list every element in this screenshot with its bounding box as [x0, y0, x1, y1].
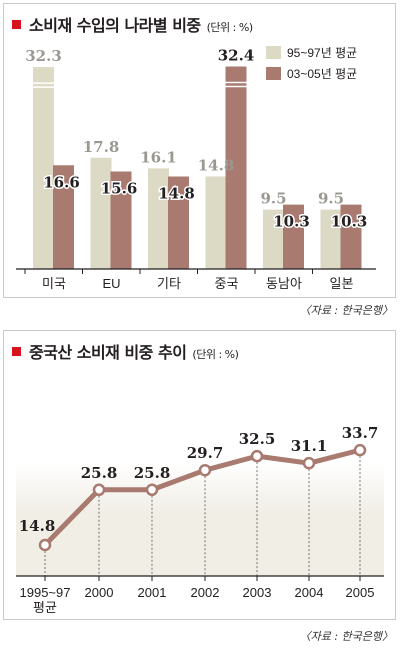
- category-label: 2004: [295, 585, 324, 600]
- category-label: 2001: [138, 585, 167, 600]
- bar-value-label: 10.3: [273, 213, 310, 231]
- data-point: [198, 463, 212, 477]
- bar-value-label: 17.8: [83, 138, 120, 156]
- legend-swatch-0: [266, 46, 281, 59]
- point-value-label: 25.8: [134, 464, 171, 482]
- category-label: EU: [102, 276, 120, 291]
- title-square-icon: [12, 20, 21, 29]
- bar-0-series-1: [53, 165, 74, 269]
- bar-4-series-0: [263, 209, 284, 269]
- legend-label-0: 95~97년 평균: [287, 46, 357, 60]
- bar-1-series-1: [110, 171, 132, 269]
- bar-value-label: 16.1: [140, 148, 177, 166]
- bar-chart-source: 〈자료 : 한국은행〉: [299, 304, 393, 317]
- point-value-label: 29.7: [187, 444, 224, 462]
- legend-swatch-1: [266, 67, 281, 80]
- category-label: 동남아: [266, 276, 302, 291]
- bar-2-series-0: [148, 168, 169, 269]
- point-value-label: 25.8: [81, 464, 118, 482]
- bar-5-series-1: [340, 204, 362, 269]
- category-label: 일본: [330, 276, 354, 291]
- bar-value-label: 14.8: [198, 157, 235, 175]
- point-value-label: 33.7: [342, 424, 379, 442]
- bar-value-label: 16.6: [43, 173, 80, 191]
- bar-1-series-0: [90, 157, 112, 269]
- category-label: 1995~97: [20, 585, 71, 600]
- category-label: 2003: [243, 585, 272, 600]
- point-value-label: 31.1: [291, 437, 328, 455]
- bar-value-label: 32.3: [25, 47, 62, 65]
- bar-chart-unit: (단위 : %): [206, 21, 253, 34]
- bar-value-label: 10.3: [331, 213, 368, 231]
- bar-chart-title-row: 소비재 수입의 나라별 비중 (단위 : %): [12, 12, 253, 36]
- bar-value-label: 15.6: [101, 180, 138, 198]
- category-label: 중국: [215, 276, 239, 291]
- line-chart-unit: (단위 : %): [192, 348, 239, 361]
- bar-chart-svg: 95~97년 평균 03~05년 평균 32.3 16.6 미국 17.8 15.6 EU 16…: [16, 45, 376, 291]
- plot-background: [16, 461, 384, 576]
- category-label: 평균: [33, 600, 57, 615]
- data-point: [250, 449, 264, 463]
- category-label: 2000: [85, 585, 114, 600]
- bar-2-series-1: [168, 176, 189, 269]
- data-point: [145, 483, 159, 497]
- bar-4-series-1: [283, 204, 304, 269]
- data-point: [302, 456, 316, 470]
- bar-value-label: 32.4: [218, 47, 255, 65]
- data-point: [38, 538, 52, 552]
- bar-0-series-0: [33, 67, 54, 269]
- category-label: 2002: [191, 585, 220, 600]
- bar-value-label: 14.8: [158, 185, 195, 203]
- category-label: 미국: [42, 276, 66, 291]
- bar-chart-panel: 소비재 수입의 나라별 비중 (단위 : %) 95~97년 평균 03~05년 평…: [3, 3, 396, 298]
- category-label: 기타: [157, 276, 181, 291]
- line-chart-panel: 중국산 소비재 비중 추이 (단위 : %) 14.8 25.8 25.8 29.7 32…: [3, 330, 396, 620]
- category-label: 2005: [346, 585, 375, 600]
- title-square-icon: [12, 347, 21, 356]
- data-point: [92, 483, 106, 497]
- data-point: [353, 443, 367, 457]
- line-chart-title: 중국산 소비재 비중 추이: [29, 343, 187, 362]
- bar-value-label: 9.5: [318, 190, 344, 208]
- bar-3-series-1: [225, 66, 247, 269]
- bar-5-series-0: [320, 209, 342, 269]
- legend-label-1: 03~05년 평균: [287, 67, 357, 81]
- bar-value-label: 9.5: [260, 190, 286, 208]
- line-chart-source: 〈자료 : 한국은행〉: [299, 630, 393, 643]
- point-value-label: 14.8: [19, 517, 56, 535]
- bar-3-series-0: [205, 176, 227, 269]
- bar-chart-title: 소비재 수입의 나라별 비중: [29, 16, 201, 35]
- line-chart-title-row: 중국산 소비재 비중 추이 (단위 : %): [12, 339, 239, 363]
- point-value-label: 32.5: [239, 430, 276, 448]
